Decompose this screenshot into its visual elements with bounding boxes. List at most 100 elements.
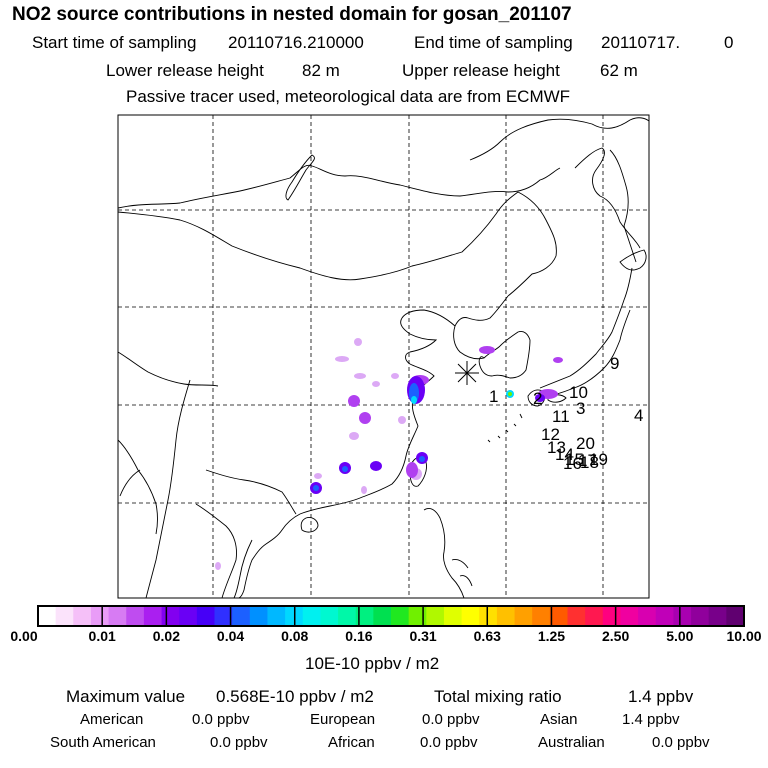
upper-release-label: Upper release height [402, 61, 560, 80]
source-label: 17 [578, 451, 597, 470]
colorbar-swatch [302, 606, 321, 626]
colorbar-tick-label: 0.00 [10, 628, 38, 644]
region-value-american: 0.0 ppbv [192, 711, 250, 728]
colorbar-tick-label: 10.00 [726, 628, 762, 644]
region-name-european: European [310, 711, 376, 728]
map-geography [118, 115, 649, 598]
colorbar-swatch [179, 606, 198, 626]
max-value-label: Maximum value [66, 687, 186, 706]
region-name-asian: Asian [540, 711, 578, 728]
colorbar-swatch [549, 606, 568, 626]
concentration-field [215, 338, 563, 570]
colorbar-swatch [73, 606, 92, 626]
colorbar-swatch [320, 606, 339, 626]
upper-release-value: 62 m [600, 61, 638, 80]
colorbar-tick-label: 0.04 [216, 628, 245, 644]
plot-title: NO2 source contributions in nested domai… [12, 4, 572, 25]
colorbar-swatch [673, 606, 692, 626]
coastlines-borders [118, 117, 649, 598]
colorbar-swatch [479, 606, 498, 626]
source-label: 10 [569, 383, 588, 402]
colorbar-swatch [408, 606, 427, 626]
colorbar-swatch [267, 606, 286, 626]
colorbar-tick-label: 5.00 [666, 628, 694, 644]
start-time-label: Start time of sampling [32, 33, 197, 52]
region-name-african: African [328, 734, 375, 751]
lat-lon-grid [118, 115, 649, 598]
region-value-south-american: 0.0 ppbv [210, 734, 268, 751]
colorbar-tick-label: 0.16 [345, 628, 373, 644]
colorbar-swatch [532, 606, 551, 626]
colorbar-swatch [443, 606, 462, 626]
max-value: 0.568E-10 ppbv / m2 [216, 687, 374, 706]
source-label: 16 [563, 454, 582, 473]
colorbar-swatch [214, 606, 233, 626]
lower-release-value: 82 m [302, 61, 340, 80]
end-time-value: 20110717. [601, 33, 681, 52]
colorbar-swatch [38, 606, 57, 626]
colorbar-swatch [355, 606, 374, 626]
colorbar-swatch [391, 606, 410, 626]
colorbar-swatch [461, 606, 480, 626]
colorbar-swatch [585, 606, 604, 626]
colorbar-swatch [55, 606, 74, 626]
start-time-value: 20110716.210000 [228, 33, 364, 52]
colorbar-swatch [691, 606, 710, 626]
asterisk-icon [455, 361, 479, 385]
source-label: 19 [589, 450, 608, 469]
end-time-suffix: 0 [724, 33, 734, 52]
source-label: 14 [555, 445, 574, 464]
colorbar-swatch [249, 606, 268, 626]
region-value-european: 0.0 ppbv [422, 711, 480, 728]
colorbar-swatch [373, 606, 392, 626]
region-name-australian: Australian [538, 734, 605, 751]
colorbar-tick-label: 0.02 [152, 628, 180, 644]
colorbar-tick-label: 0.01 [88, 628, 116, 644]
colorbar-swatch [161, 606, 180, 626]
total-mixing-label: Total mixing ratio [434, 687, 562, 706]
region-name-south-american: South American [50, 734, 156, 751]
colorbar-unit: 10E-10 ppbv / m2 [305, 654, 440, 673]
colorbar-frame [37, 605, 745, 627]
colorbar-swatch [655, 606, 674, 626]
source-label: 15 [565, 450, 584, 469]
region-value-african: 0.0 ppbv [420, 734, 478, 751]
source-label: 1 [489, 387, 498, 406]
source-label: 13 [547, 438, 566, 457]
colorbar-swatch [338, 606, 357, 626]
colorbar-tick-label: 0.63 [473, 628, 501, 644]
colorbar-swatch [602, 606, 621, 626]
colorbar-swatch [196, 606, 215, 626]
source-label: 9 [610, 354, 619, 373]
colorbar-swatch [90, 606, 109, 626]
colorbar-swatch [426, 606, 445, 626]
colorbar-swatch [567, 606, 586, 626]
colorbar-swatch [620, 606, 639, 626]
colorbar-swatch [143, 606, 162, 626]
colorbar-swatch [708, 606, 727, 626]
region-name-american: American [80, 711, 144, 728]
source-label: 12 [541, 425, 560, 444]
source-label: 11 [552, 407, 570, 426]
colorbar-tick-label: 0.08 [281, 628, 309, 644]
colorbar [38, 606, 745, 626]
region-value-asian: 1.4 ppbv [622, 711, 680, 728]
region-value-australian: 0.0 ppbv [652, 734, 710, 751]
colorbar-tick-label: 2.50 [602, 628, 630, 644]
end-time-label: End time of sampling [414, 33, 573, 52]
source-labels: 1 2 3 4 9 10 11 12 13 14 15 16 17 18 19 … [489, 354, 643, 473]
colorbar-swatch [108, 606, 127, 626]
source-label: 18 [580, 453, 599, 472]
source-label: 2 [533, 389, 542, 408]
colorbar-swatch [638, 606, 657, 626]
colorbar-swatch [726, 606, 745, 626]
tracer-note: Passive tracer used, meteorological data… [126, 87, 571, 106]
source-label: 3 [576, 399, 585, 418]
lower-release-label: Lower release height [106, 61, 264, 80]
colorbar-tick-label: 1.25 [537, 628, 566, 644]
map-frame [117, 114, 650, 599]
colorbar-swatch [496, 606, 515, 626]
source-label: 20 [576, 434, 595, 453]
colorbar-swatch [514, 606, 533, 626]
